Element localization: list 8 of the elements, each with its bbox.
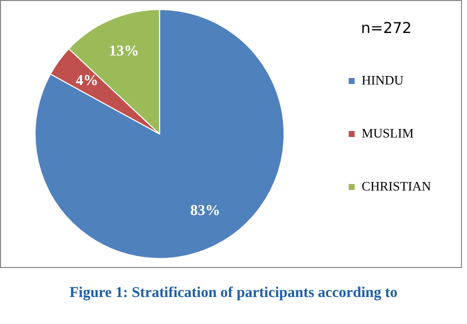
data-label: 4% [76,73,98,90]
text: Figure 1: Stratification of participants according to [68,285,398,302]
data-label: 83% [190,203,220,220]
text: n=272 [361,19,412,37]
data-label: 13% [108,44,139,60]
legend-label: CHRISTIAN [362,178,432,194]
legend-label: HINDU [362,72,404,88]
legend-label: MUSLIM [362,125,414,140]
